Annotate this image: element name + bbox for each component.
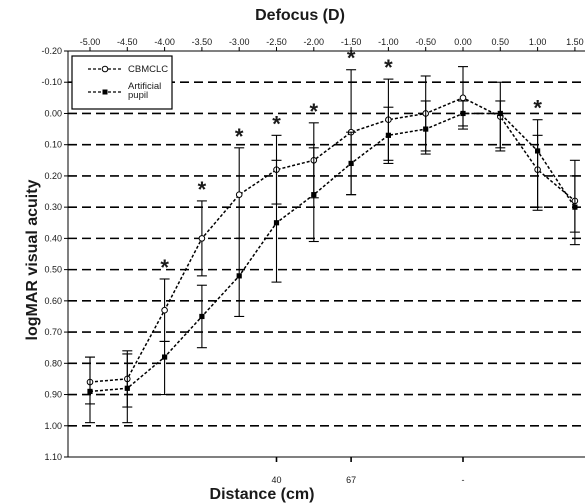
data-point-square — [87, 388, 93, 395]
x-ticks-bottom: 40 67 - — [271, 457, 465, 485]
series-artificial-pupil — [85, 100, 580, 424]
x-tick-label-top: -3.00 — [229, 37, 250, 47]
legend-label-artificial-pupil: Artificial pupil — [128, 81, 164, 101]
data-point-circle — [198, 235, 206, 242]
legend-label-cbmclc: CBMCLC — [128, 64, 168, 75]
grid — [68, 81, 585, 427]
y-tick-label: 1.00 — [44, 421, 62, 431]
data-point-square — [460, 110, 466, 117]
x-tick-label-top: -1.00 — [378, 37, 399, 47]
y-tick-label: 0.20 — [44, 171, 62, 181]
x-tick-label-top: -0.50 — [415, 37, 436, 47]
series-line — [89, 112, 576, 393]
data-point-square — [423, 126, 429, 132]
significance-star: * — [384, 55, 393, 80]
plot-frame — [67, 50, 585, 458]
data-point-square — [535, 148, 541, 154]
y-tick-label: 0.60 — [44, 296, 62, 306]
chart-title-top: Defocus (D) — [255, 7, 345, 24]
x-tick-label-top: 1.00 — [529, 37, 547, 47]
series-cbmclc — [85, 66, 580, 408]
y-tick-label: 0.50 — [44, 265, 62, 275]
legend-box — [71, 55, 173, 110]
data-point-square — [348, 160, 354, 167]
y-tick-label: 0.40 — [44, 233, 62, 243]
significance-star: * — [198, 177, 207, 202]
significance-star: * — [235, 124, 244, 149]
x-tick-label-top: -5.00 — [80, 37, 101, 47]
significance-star: * — [310, 99, 319, 124]
y-tick-label: 0.00 — [44, 108, 62, 118]
legend-label-artificial-line1: Artificial — [128, 81, 161, 92]
x-tick-label-top: -4.50 — [117, 37, 138, 47]
x-tick-label-top: -2.50 — [266, 37, 287, 47]
x-tick-label-top: -3.50 — [192, 37, 213, 47]
legend: CBMCLC Artificial pupil — [71, 55, 173, 110]
legend-marker-circle-icon — [101, 65, 109, 73]
y-tick-label: 0.90 — [44, 390, 62, 400]
x-tick-label-top: 0.50 — [492, 37, 510, 47]
y-tick-label: 1.10 — [44, 452, 62, 462]
data-point-square — [497, 110, 503, 117]
data-point-square — [124, 385, 130, 391]
data-point-square — [311, 192, 317, 198]
significance-star: * — [272, 111, 281, 136]
x-tick-label-bottom: - — [462, 475, 465, 485]
data-point-circle — [235, 191, 243, 198]
data-point-square — [236, 273, 242, 279]
y-tick-label: 0.80 — [44, 358, 62, 368]
y-tick-label: 0.70 — [44, 327, 62, 337]
y-axis-label: logMAR visual acuity — [24, 179, 41, 340]
x-tick-label-top: 1.50 — [566, 37, 584, 47]
y-tick-label: 0.10 — [44, 140, 62, 150]
y-tick-label: 0.30 — [44, 202, 62, 212]
x-tick-label-bottom: 40 — [271, 475, 281, 485]
legend-label-artificial-line2: pupil — [128, 90, 148, 101]
y-tick-label: -0.10 — [41, 77, 62, 87]
data-point-square — [385, 132, 391, 138]
significance-star: * — [160, 255, 169, 280]
legend-marker-square-icon — [102, 89, 108, 95]
significance-star: * — [533, 96, 542, 121]
y-ticks: -0.20 -0.10 0.00 0.10 0.20 0.30 0.40 0.50 0.60 0.… — [41, 46, 68, 462]
x-tick-label-top: 0.00 — [454, 37, 472, 47]
data-point-square — [199, 313, 205, 320]
data-point-square — [273, 220, 280, 226]
series-line — [89, 96, 576, 383]
x-tick-label-top: -2.00 — [304, 37, 325, 47]
x-tick-label-top: -4.00 — [154, 37, 175, 47]
data-point-square — [162, 354, 168, 360]
x-tick-label-top: -1.50 — [341, 37, 362, 47]
y-tick-label: -0.20 — [41, 46, 62, 56]
series-layer — [85, 66, 580, 424]
significance-markers: * * * * * * * * — [160, 46, 542, 280]
data-point-circle — [161, 306, 168, 314]
data-point-square — [572, 204, 578, 210]
data-point-circle — [459, 94, 467, 102]
significance-star: * — [347, 46, 356, 71]
x-ticks-top: -5.00 -4.50 -4.00 -3.50 -3.00 -2.50 -2.00 -1.50… — [80, 37, 584, 51]
x-axis-label-bottom: Distance (cm) — [210, 486, 315, 503]
x-tick-label-bottom: 67 — [346, 475, 356, 485]
